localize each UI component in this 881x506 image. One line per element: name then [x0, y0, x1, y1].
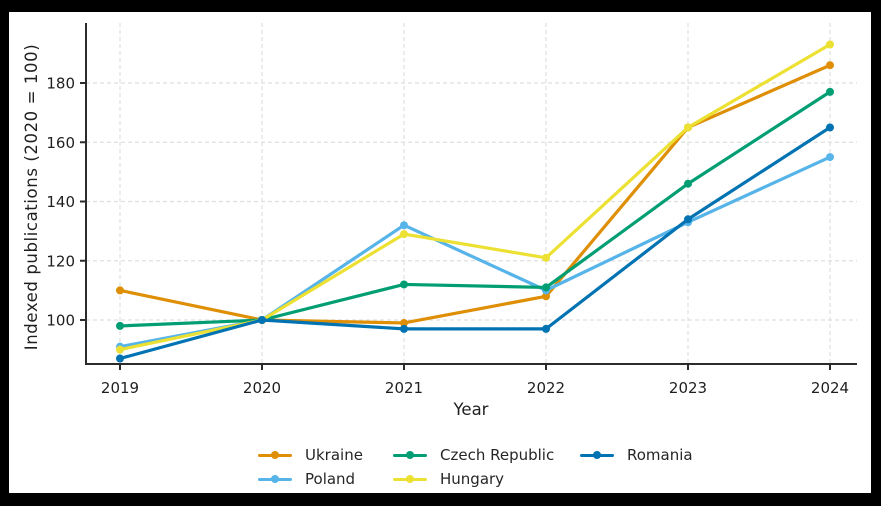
y-tick-label: 180: [46, 75, 75, 93]
series-line-poland: [118, 155, 832, 349]
data-point-romania: [116, 354, 124, 363]
legend-column: Romania: [580, 443, 693, 467]
legend-column: Ukraine Poland: [258, 443, 363, 491]
y-tick-label: 120: [46, 252, 75, 270]
legend-dot-icon: [593, 451, 601, 459]
y-tick-label: 100: [46, 312, 75, 330]
data-point-romania: [684, 215, 692, 224]
legend-dot-icon: [406, 475, 414, 483]
data-point-hungary: [116, 345, 124, 354]
y-tick-label: 140: [46, 193, 75, 211]
data-point-hungary: [400, 230, 408, 239]
legend-line-marker-icon: [258, 451, 292, 459]
chart-legend: Ukraine Poland Czech Republic Hungary Romani…: [9, 443, 871, 493]
data-point-czech-republic: [826, 87, 834, 96]
legend-line-marker-icon: [393, 475, 427, 483]
grid-layer: [86, 23, 857, 364]
data-point-hungary: [542, 253, 550, 262]
legend-entry-romania: Romania: [580, 443, 693, 467]
legend-label: Ukraine: [305, 446, 363, 464]
legend-label: Czech Republic: [440, 446, 555, 464]
data-point-czech-republic: [684, 179, 692, 188]
data-point-romania: [542, 324, 550, 333]
x-tick-label: 2022: [527, 379, 565, 397]
series-line-ukraine: [118, 63, 832, 325]
chart-figure: 100 120 140 160 180 2019 2020 2021 2022 2023 2024 …: [9, 12, 871, 493]
series-layer: [116, 40, 834, 363]
y-tick-label: 160: [46, 134, 75, 152]
legend-entry-ukraine: Ukraine: [258, 443, 363, 467]
data-point-ukraine: [400, 318, 408, 327]
series-line-romania: [118, 125, 832, 361]
legend-dot-icon: [271, 451, 279, 459]
legend-line-marker-icon: [258, 475, 292, 483]
data-point-czech-republic: [116, 321, 124, 330]
x-tick-label: 2024: [811, 379, 849, 397]
data-point-romania: [400, 324, 408, 333]
legend-label: Romania: [627, 446, 693, 464]
data-point-poland: [826, 153, 834, 162]
data-point-czech-republic: [542, 283, 550, 292]
x-tick-label: 2019: [101, 379, 139, 397]
y-axis-title: Indexed publications (2020 = 100): [22, 44, 41, 350]
data-point-ukraine: [116, 286, 124, 295]
data-point-hungary: [684, 123, 692, 132]
data-point-romania: [258, 316, 266, 324]
legend-entry-poland: Poland: [258, 467, 363, 491]
data-point-poland: [400, 221, 408, 230]
axes-layer: 100 120 140 160 180 2019 2020 2021 2022 2023 2024: [46, 23, 857, 397]
x-tick-label: 2021: [385, 379, 423, 397]
legend-column: Czech Republic Hungary: [393, 443, 554, 491]
legend-label: Hungary: [440, 470, 505, 488]
legend-dot-icon: [406, 451, 414, 459]
x-tick-label: 2023: [669, 379, 707, 397]
legend-entry-hungary: Hungary: [393, 467, 554, 491]
series-line-czech-republic: [118, 90, 832, 328]
data-point-romania: [826, 123, 834, 132]
legend-label: Poland: [305, 470, 356, 488]
legend-entry-czech-republic: Czech Republic: [393, 443, 554, 467]
x-axis-title: Year: [453, 400, 489, 419]
x-tick-label: 2020: [243, 379, 281, 397]
data-point-ukraine: [542, 292, 550, 301]
legend-dot-icon: [271, 475, 279, 483]
data-point-czech-republic: [400, 280, 408, 289]
legend-line-marker-icon: [393, 451, 427, 459]
legend-line-marker-icon: [580, 451, 614, 459]
data-point-ukraine: [826, 61, 834, 70]
data-point-hungary: [826, 40, 834, 49]
